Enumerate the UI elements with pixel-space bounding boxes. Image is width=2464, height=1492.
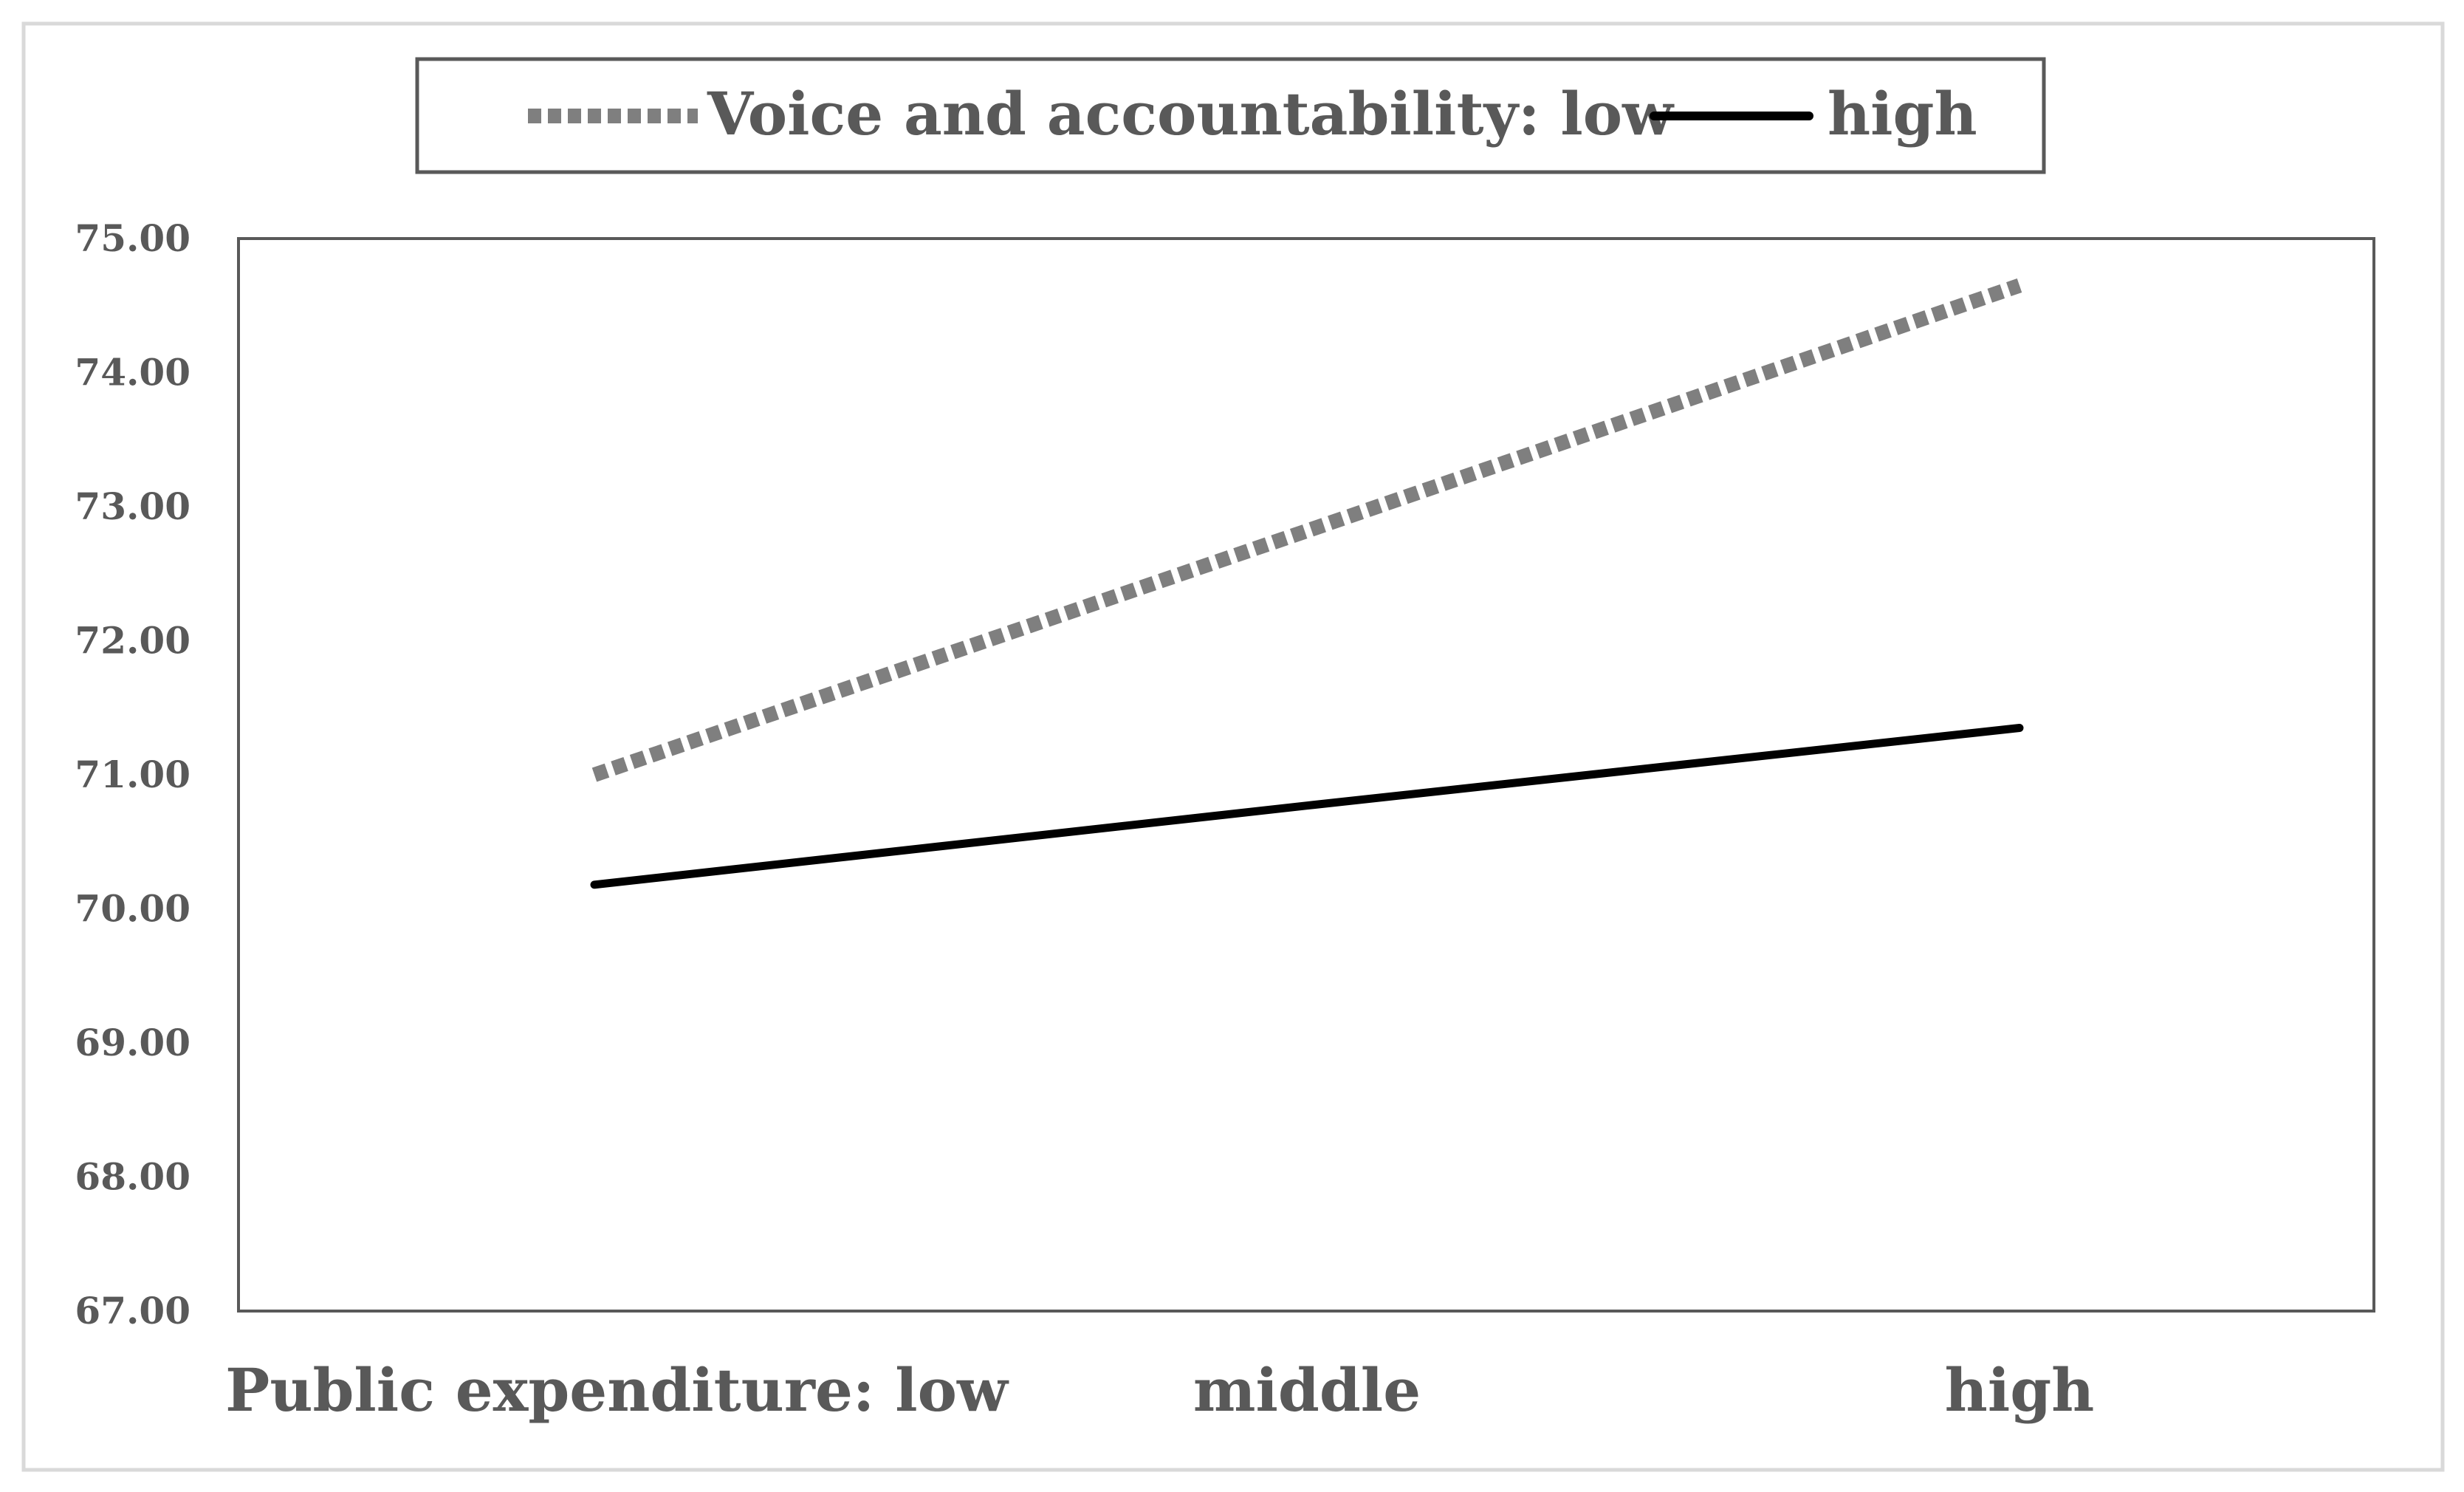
- y-tick-label: 74.00: [75, 351, 191, 394]
- legend-label-series-1: high: [1828, 79, 1977, 148]
- x-category-label: high: [1945, 1355, 2095, 1425]
- legend: Voice and accountability: low high: [415, 57, 2046, 174]
- x-category-label: middle: [1193, 1355, 1421, 1425]
- y-tick-label: 68.00: [75, 1155, 191, 1199]
- y-tick-label: 69.00: [75, 1021, 191, 1064]
- y-tick-label: 67.00: [75, 1289, 191, 1332]
- series-line-1: [590, 724, 2024, 889]
- y-tick-label: 73.00: [75, 485, 191, 528]
- y-tick-label: 75.00: [75, 216, 191, 260]
- y-tick-label: 72.00: [75, 619, 191, 663]
- y-tick-label: 70.00: [75, 887, 191, 931]
- series-line-0: [591, 278, 2022, 782]
- y-axis-ticks: 67.00 68.00 69.00 70.00 71.00 72.00 73.00 74.00…: [75, 216, 191, 1332]
- series-layer: [590, 278, 2024, 889]
- plot-area-border: [237, 237, 2375, 1313]
- x-category-label: Public expenditure: low: [225, 1355, 1009, 1425]
- chart-area-border: [21, 21, 2445, 1472]
- y-tick-label: 71.00: [75, 753, 191, 796]
- x-axis-category-labels: Public expenditure: low middle high: [225, 1355, 2094, 1425]
- legend-label-series-0: Voice and accountability: low: [707, 79, 1675, 148]
